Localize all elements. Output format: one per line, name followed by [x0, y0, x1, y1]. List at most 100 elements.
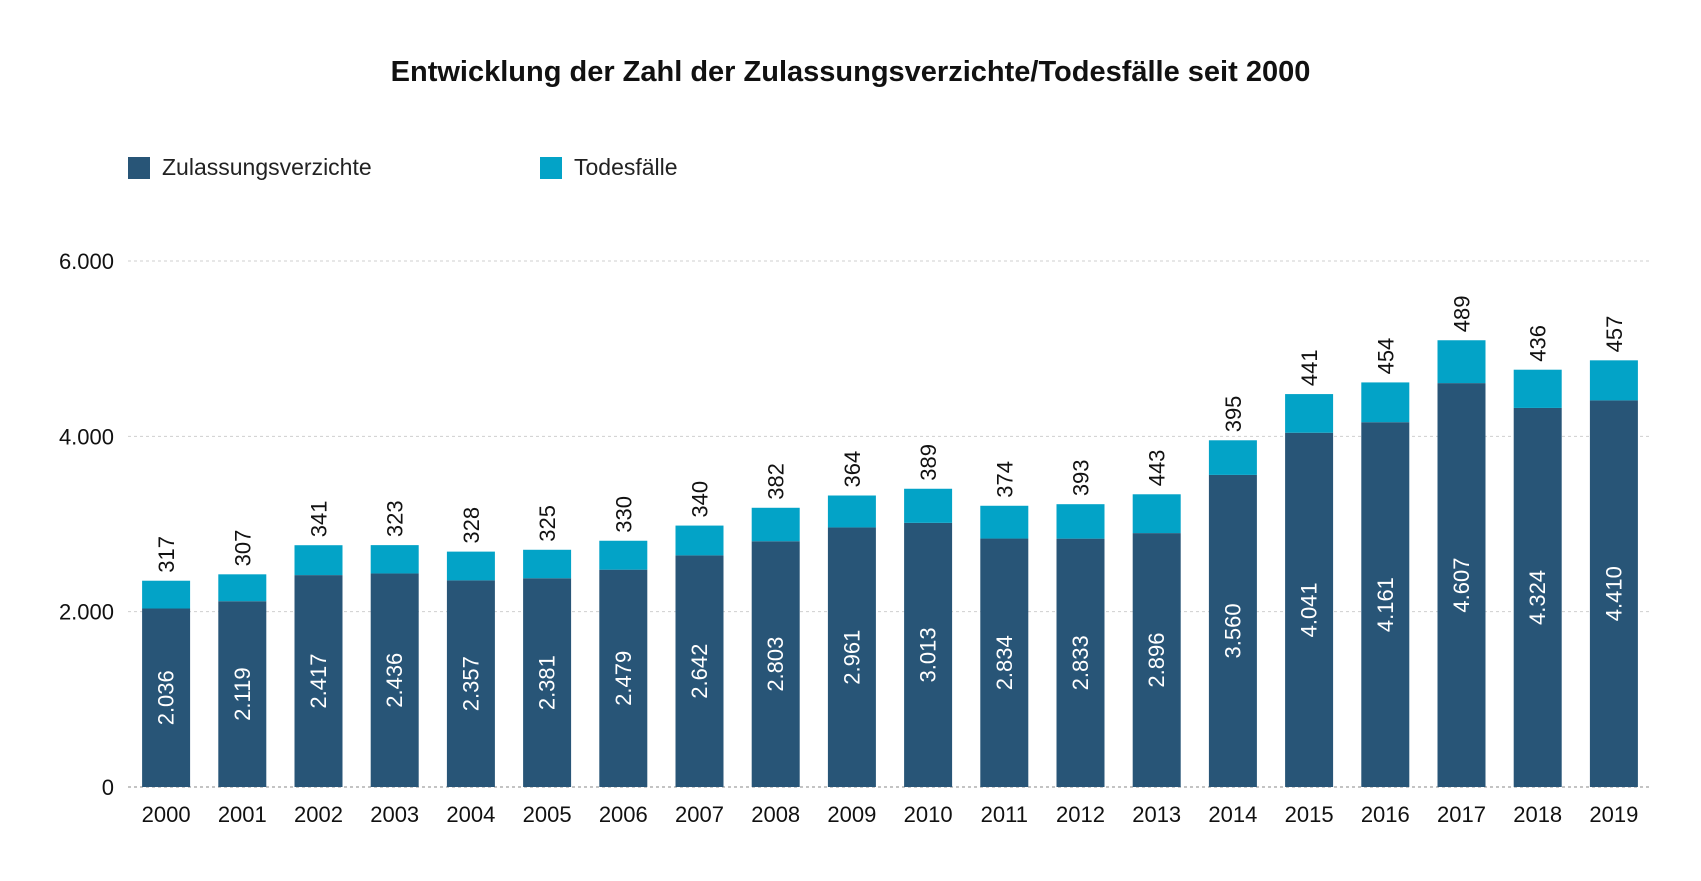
x-tick-label: 2009 — [827, 802, 876, 827]
bar-zulassungsverzichte-2019 — [1589, 400, 1638, 787]
x-tick-label: 2002 — [294, 802, 343, 827]
x-tick-label: 2018 — [1513, 802, 1562, 827]
data-label-zulassungsverzichte: 2.642 — [687, 644, 712, 699]
x-tick-label: 2015 — [1285, 802, 1334, 827]
data-label-todesfaelle: 330 — [611, 496, 636, 533]
bar-todesfaelle-2014 — [1208, 440, 1257, 475]
x-tick-label: 2001 — [218, 802, 267, 827]
bar-todesfaelle-2006 — [599, 540, 648, 570]
bar-todesfaelle-2012 — [1056, 504, 1105, 539]
data-label-zulassungsverzichte: 2.417 — [306, 654, 331, 709]
bar-zulassungsverzichte-2015 — [1285, 432, 1334, 787]
x-tick-label: 2003 — [370, 802, 419, 827]
data-label-zulassungsverzichte: 4.041 — [1297, 582, 1322, 637]
bar-todesfaelle-2011 — [980, 505, 1029, 539]
bar-zulassungsverzichte-2012 — [1056, 538, 1105, 787]
x-tick-label: 2016 — [1361, 802, 1410, 827]
data-label-todesfaelle: 395 — [1221, 396, 1246, 433]
gridlines — [128, 260, 1652, 788]
data-label-todesfaelle: 441 — [1297, 349, 1322, 386]
data-label-todesfaelle: 436 — [1526, 325, 1551, 362]
data-label-todesfaelle: 382 — [764, 463, 789, 500]
legend-label-todesfaelle: Todesfälle — [574, 154, 678, 180]
bar-zulassungsverzichte-2011 — [980, 538, 1029, 787]
data-label-todesfaelle: 307 — [230, 530, 255, 567]
x-tick-label: 2006 — [599, 802, 648, 827]
bar-zulassungsverzichte-2003 — [370, 573, 419, 787]
data-label-todesfaelle: 457 — [1602, 316, 1627, 353]
data-label-zulassungsverzichte: 2.479 — [611, 651, 636, 706]
data-label-todesfaelle: 341 — [307, 500, 332, 537]
data-label-todesfaelle: 325 — [535, 505, 560, 542]
data-label-todesfaelle: 340 — [688, 481, 713, 518]
data-label-todesfaelle: 393 — [1069, 459, 1094, 496]
x-tick-label: 2011 — [981, 802, 1028, 827]
x-tick-label: 2005 — [523, 802, 572, 827]
data-label-zulassungsverzichte: 4.410 — [1601, 566, 1626, 621]
data-label-zulassungsverzichte: 2.036 — [154, 670, 179, 725]
data-label-todesfaelle: 364 — [840, 451, 865, 488]
x-tick-label: 2014 — [1208, 802, 1257, 827]
data-label-zulassungsverzichte: 4.324 — [1525, 570, 1550, 625]
x-tick-label: 2013 — [1132, 802, 1181, 827]
legend-label-zulassungsverzichte: Zulassungsverzichte — [162, 154, 372, 180]
bar-zulassungsverzichte-2018 — [1513, 407, 1562, 787]
bar-todesfaelle-2008 — [751, 507, 800, 542]
x-axis-ticks: 2000 2001 2002 2003 2004 2005 2006 2007 2008 2009… — [142, 802, 1639, 827]
bar-zulassungsverzichte-2004 — [446, 580, 495, 787]
y-tick-label: 0 — [102, 775, 114, 800]
bar-zulassungsverzichte-2006 — [599, 569, 648, 787]
data-label-zulassungsverzichte: 3.560 — [1220, 603, 1245, 658]
x-tick-label: 2012 — [1056, 802, 1105, 827]
bar-zulassungsverzichte-2009 — [827, 527, 876, 787]
data-label-todesfaelle: 328 — [459, 507, 484, 544]
bar-todesfaelle-2005 — [523, 549, 572, 579]
x-tick-label: 2010 — [904, 802, 953, 827]
bar-todesfaelle-2017 — [1437, 340, 1486, 384]
bar-zulassungsverzichte-2007 — [675, 555, 724, 787]
bar-todesfaelle-2007 — [675, 525, 724, 556]
y-tick-label: 4.000 — [59, 424, 114, 449]
bar-todesfaelle-2003 — [370, 545, 419, 574]
bar-zulassungsverzichte-2016 — [1361, 422, 1410, 787]
y-axis-ticks: 0 2.000 4.000 6.000 — [59, 249, 114, 800]
bar-zulassungsverzichte-2008 — [751, 541, 800, 787]
data-label-zulassungsverzichte: 3.013 — [916, 627, 941, 682]
bar-zulassungsverzichte-2005 — [523, 578, 572, 787]
bar-todesfaelle-2000 — [142, 580, 191, 609]
bars: 2.036 317 2.119 307 2.417 341 2.436 323 2.357 328… — [142, 296, 1638, 787]
bar-zulassungsverzichte-2013 — [1132, 533, 1181, 787]
y-tick-label: 2.000 — [59, 600, 114, 625]
legend-swatch-todesfaelle — [540, 157, 562, 179]
bar-todesfaelle-2019 — [1589, 360, 1638, 401]
data-label-zulassungsverzichte: 4.161 — [1373, 577, 1398, 632]
data-label-zulassungsverzichte: 2.119 — [230, 667, 255, 720]
bar-todesfaelle-2001 — [218, 574, 267, 602]
data-label-todesfaelle: 317 — [154, 536, 179, 573]
bar-zulassungsverzichte-2001 — [218, 601, 267, 787]
x-tick-label: 2004 — [446, 802, 495, 827]
chart-title: Entwicklung der Zahl der Zulassungsverzi… — [390, 56, 1311, 88]
data-label-todesfaelle: 389 — [916, 444, 941, 481]
x-tick-label: 2019 — [1589, 802, 1638, 827]
bar-zulassungsverzichte-2002 — [294, 575, 343, 787]
bar-zulassungsverzichte-2017 — [1437, 383, 1486, 787]
data-label-todesfaelle: 489 — [1450, 296, 1475, 333]
data-label-zulassungsverzichte: 2.436 — [382, 653, 407, 708]
x-tick-label: 2000 — [142, 802, 191, 827]
y-tick-label: 6.000 — [59, 249, 114, 274]
data-label-zulassungsverzichte: 2.896 — [1144, 633, 1169, 688]
x-tick-label: 2007 — [675, 802, 724, 827]
data-label-zulassungsverzichte: 2.381 — [535, 655, 560, 710]
data-label-zulassungsverzichte: 2.833 — [1068, 635, 1093, 690]
bar-zulassungsverzichte-2010 — [904, 522, 953, 787]
legend-swatch-zulassungsverzichte — [128, 157, 150, 179]
data-label-zulassungsverzichte: 2.803 — [763, 637, 788, 692]
x-tick-label: 2008 — [751, 802, 800, 827]
bar-todesfaelle-2002 — [294, 545, 343, 576]
x-tick-label: 2017 — [1437, 802, 1486, 827]
data-label-todesfaelle: 323 — [383, 500, 408, 537]
data-label-todesfaelle: 443 — [1145, 450, 1170, 487]
data-label-todesfaelle: 454 — [1373, 338, 1398, 375]
